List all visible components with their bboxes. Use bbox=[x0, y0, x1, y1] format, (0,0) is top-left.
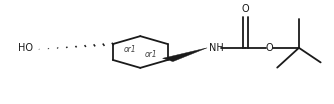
Text: or1: or1 bbox=[144, 50, 157, 59]
Text: HO: HO bbox=[18, 43, 33, 53]
Text: NH: NH bbox=[209, 43, 223, 53]
Text: O: O bbox=[265, 43, 273, 53]
Text: O: O bbox=[242, 4, 249, 14]
Polygon shape bbox=[163, 48, 207, 62]
Text: or1: or1 bbox=[124, 45, 136, 54]
